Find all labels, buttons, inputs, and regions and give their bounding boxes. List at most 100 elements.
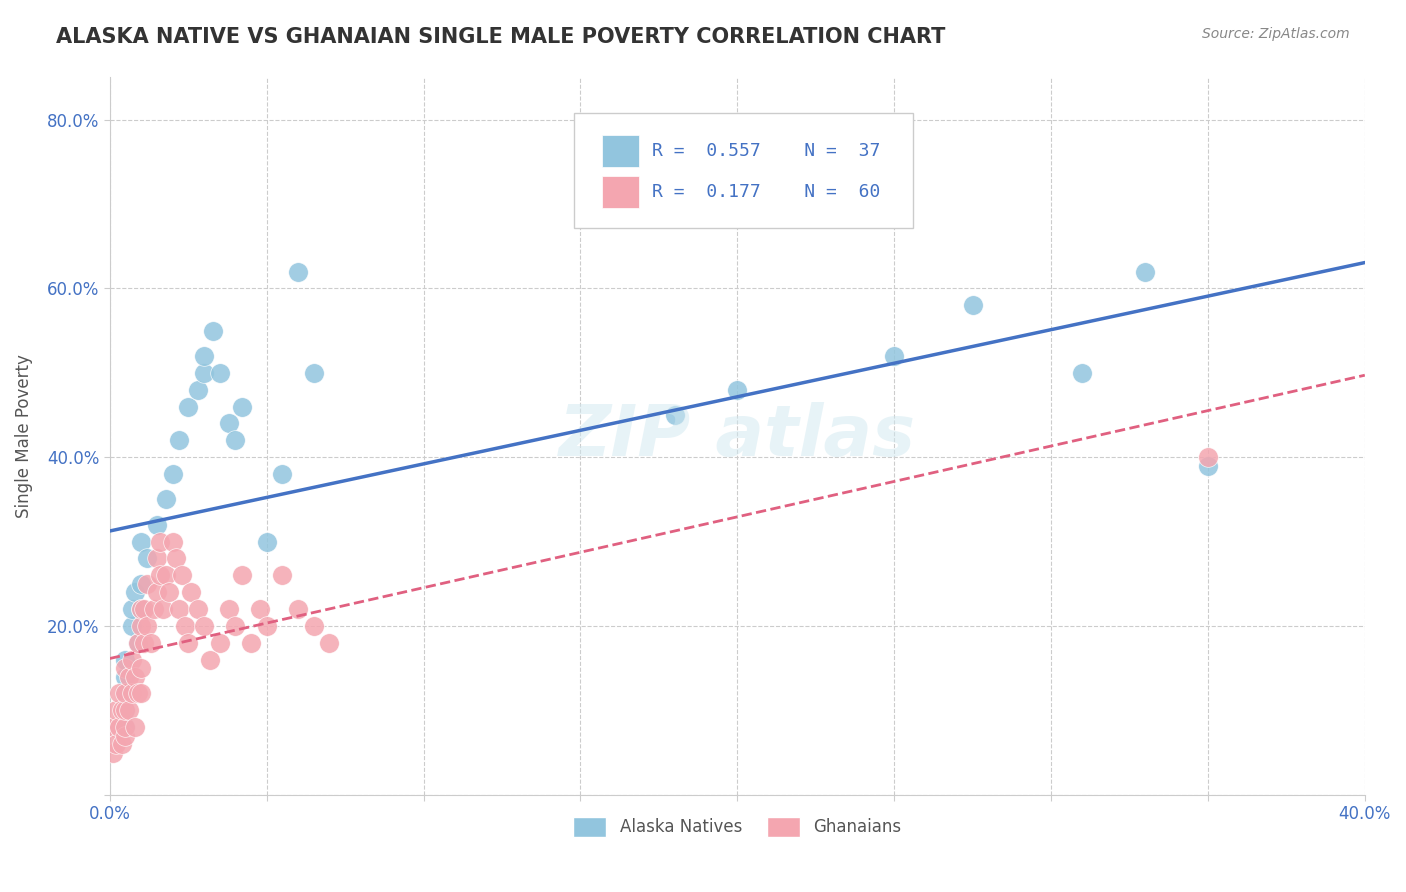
Point [114,653,136,667]
Point [101,746,124,760]
Point [187,383,209,397]
Point [127,636,149,650]
Point [187,602,209,616]
Point [224,619,246,633]
Point [193,366,215,380]
Point [271,467,294,481]
Point [134,602,156,616]
Point [162,467,184,481]
Y-axis label: Single Male Poverty: Single Male Poverty [15,354,32,518]
Text: Source: ZipAtlas.com: Source: ZipAtlas.com [1202,27,1350,41]
Point [146,517,169,532]
Point [218,602,240,616]
Point [167,602,190,616]
Point [218,417,240,431]
Point [114,703,136,717]
Point [142,602,165,616]
Point [193,619,215,633]
Point [136,576,159,591]
Point [108,686,131,700]
Point [155,568,177,582]
Point [101,720,124,734]
Point [121,602,143,616]
Point [121,653,143,667]
Text: R =  0.177    N =  60: R = 0.177 N = 60 [652,183,880,202]
FancyBboxPatch shape [602,176,640,208]
Point [111,703,134,717]
Point [170,568,193,582]
FancyBboxPatch shape [602,135,640,167]
Point [127,686,149,700]
Point [114,720,136,734]
Point [129,602,152,616]
Point [287,264,309,278]
Point [883,349,905,363]
Point [114,686,136,700]
Point [208,366,231,380]
Text: ALASKA NATIVE VS GHANAIAN SINGLE MALE POVERTY CORRELATION CHART: ALASKA NATIVE VS GHANAIAN SINGLE MALE PO… [56,27,946,46]
Point [287,602,309,616]
Point [129,602,152,616]
Point [124,720,146,734]
Point [139,636,162,650]
Point [129,619,152,633]
Point [302,619,325,633]
Point [105,703,128,717]
Point [962,298,984,312]
Point [249,602,271,616]
Point [129,534,152,549]
Point [155,492,177,507]
Point [149,568,172,582]
Point [129,576,152,591]
Point [256,619,278,633]
Point [129,661,152,675]
Point [121,686,143,700]
Point [114,669,136,683]
Point [146,585,169,599]
Point [200,653,222,667]
Point [117,669,139,683]
Point [111,737,134,751]
Point [114,729,136,743]
Point [202,324,225,338]
Point [124,669,146,683]
Point [224,434,246,448]
Point [162,534,184,549]
Point [177,636,200,650]
Point [149,534,172,549]
Legend: Alaska Natives, Ghanaians: Alaska Natives, Ghanaians [567,810,908,844]
Point [117,703,139,717]
Point [180,585,202,599]
Point [174,619,197,633]
Point [271,568,294,582]
Point [208,636,231,650]
Point [114,661,136,675]
Point [114,720,136,734]
Point [1197,450,1219,465]
Point [318,636,340,650]
Point [302,366,325,380]
Point [240,636,263,650]
Point [1197,458,1219,473]
Text: ZIP atlas: ZIP atlas [558,401,915,471]
Point [136,619,159,633]
Point [193,349,215,363]
Point [124,585,146,599]
Point [114,686,136,700]
Point [146,551,169,566]
Point [256,534,278,549]
Point [231,400,253,414]
Point [1133,264,1156,278]
Point [121,619,143,633]
Point [105,737,128,751]
Point [114,703,136,717]
Point [134,636,156,650]
Point [129,686,152,700]
Point [725,383,748,397]
Point [165,551,187,566]
FancyBboxPatch shape [574,113,912,228]
Point [157,585,180,599]
Point [108,720,131,734]
Point [136,551,159,566]
Point [1071,366,1094,380]
